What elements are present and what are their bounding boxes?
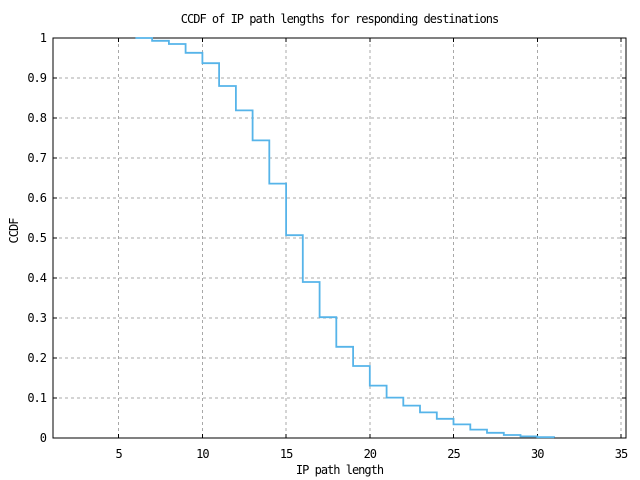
- x-tick-label: 20: [363, 447, 377, 461]
- y-tick-label: 0.1: [27, 391, 47, 405]
- chart-title: CCDF of IP path lengths for responding d…: [180, 12, 499, 26]
- y-tick-label: 0.5: [27, 231, 47, 245]
- x-tick-label: 35: [614, 447, 628, 461]
- y-tick-label: 0.8: [27, 111, 47, 125]
- y-tick-label: 0.7: [27, 151, 47, 165]
- ccdf-curve: [135, 37, 555, 439]
- y-tick-label: 0.6: [27, 191, 47, 205]
- y-tick-label: 0.4: [27, 271, 47, 285]
- x-tick-label: 5: [115, 447, 123, 461]
- x-tick-label: 25: [447, 447, 460, 461]
- x-axis-label: IP path length: [295, 463, 384, 477]
- x-tick-label: 30: [531, 447, 544, 461]
- x-tick-label: 15: [279, 447, 293, 461]
- y-tick-label: 0: [39, 431, 47, 445]
- y-tick-label: 0.9: [27, 71, 47, 85]
- y-tick-label: 0.2: [27, 351, 47, 365]
- y-tick-label: 1: [39, 31, 47, 45]
- x-tick-label: 10: [196, 447, 209, 461]
- y-tick-label: 0.3: [27, 311, 47, 325]
